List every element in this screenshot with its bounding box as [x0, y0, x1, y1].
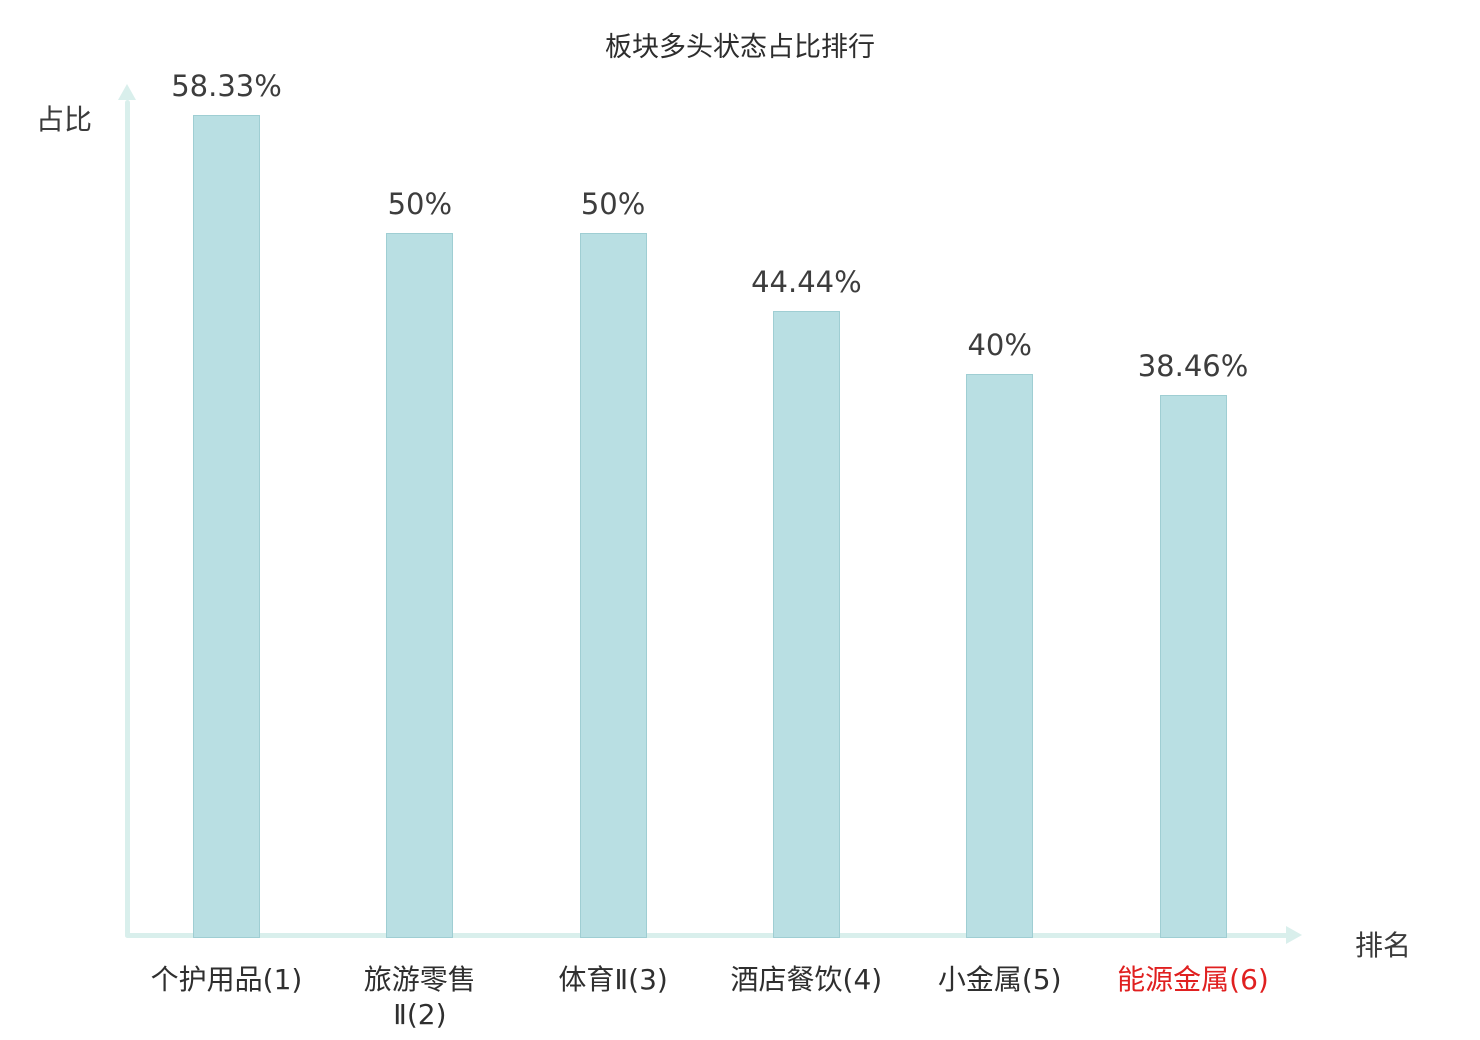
bar-value-label: 50%	[580, 186, 646, 221]
y-axis-arrow-icon	[118, 84, 136, 100]
category-label: 体育Ⅱ(3)	[558, 963, 668, 996]
bar	[193, 114, 260, 938]
chart-title: 板块多头状态占比排行	[605, 32, 875, 63]
bar	[772, 310, 840, 938]
bar-value-label: 44.44%	[751, 264, 862, 299]
bar-group: 58.33%	[127, 69, 327, 938]
y-axis-label: 占比	[36, 103, 93, 136]
bar-value-label: 50%	[387, 186, 453, 221]
y-axis	[125, 100, 130, 938]
category-label: 能源金属(6)	[1117, 963, 1269, 996]
bar-group: 38.46%	[1093, 349, 1293, 938]
bar-group: 50%	[320, 186, 520, 938]
bar-group: 44.44%	[706, 265, 906, 938]
bar	[579, 232, 647, 938]
category-label: 酒店餐饮(4)	[730, 963, 883, 996]
bar-value-label: 58.33%	[171, 68, 282, 103]
bar-group: 40%	[900, 328, 1100, 938]
bar	[386, 232, 454, 938]
category-label: 旅游零售 Ⅱ(2)	[363, 963, 476, 1031]
category-label: 小金属(5)	[937, 963, 1062, 996]
x-axis-label: 排名	[1355, 929, 1412, 962]
category-label: 个护用品(1)	[150, 963, 303, 996]
bar	[1159, 395, 1227, 938]
x-axis-arrow-icon	[1286, 926, 1302, 944]
bar-value-label: 40%	[967, 327, 1032, 362]
bar-value-label: 38.46%	[1137, 349, 1249, 384]
x-axis	[125, 933, 1288, 938]
bar	[966, 373, 1034, 938]
bar-group: 50%	[513, 186, 713, 938]
